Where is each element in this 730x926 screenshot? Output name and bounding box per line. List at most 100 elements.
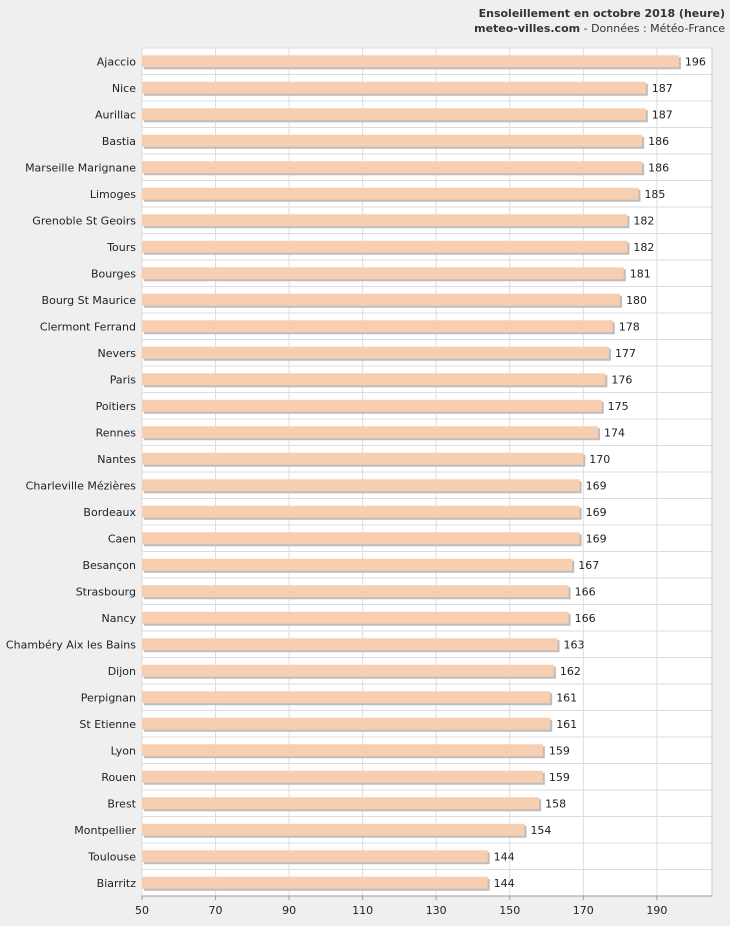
bar xyxy=(142,187,639,200)
value-label: 196 xyxy=(685,55,706,68)
category-label: Tours xyxy=(106,241,136,254)
bar xyxy=(142,346,610,359)
bar xyxy=(142,479,580,492)
value-label: 167 xyxy=(578,559,599,572)
category-label: Grenoble St Geoirs xyxy=(32,214,136,227)
bar xyxy=(142,293,621,306)
gridlines xyxy=(141,47,712,897)
category-label: Nice xyxy=(112,82,136,95)
value-label: 166 xyxy=(575,612,596,625)
value-label: 182 xyxy=(633,214,654,227)
bar xyxy=(142,850,488,863)
bar xyxy=(142,55,679,68)
value-label: 161 xyxy=(556,691,577,704)
value-label: 178 xyxy=(619,320,640,333)
bar xyxy=(142,81,646,94)
bars: Ajaccio 196 Nice 187 Aurillac 187 Bastia 186 Mar… xyxy=(6,55,706,891)
category-label: Nantes xyxy=(97,453,136,466)
category-label: Biarritz xyxy=(97,877,137,890)
value-label: 159 xyxy=(549,744,570,757)
bar xyxy=(142,558,573,571)
source-credit: - Données : Météo-France xyxy=(580,22,725,35)
value-label: 154 xyxy=(530,824,551,837)
category-label: Nevers xyxy=(97,347,136,360)
bar xyxy=(142,505,580,518)
category-label: Bordeaux xyxy=(83,506,136,519)
x-tick-label: 90 xyxy=(282,904,296,917)
bar xyxy=(142,452,584,465)
bar xyxy=(142,611,569,624)
category-label: Lyon xyxy=(111,744,136,757)
x-tick-label: 110 xyxy=(352,904,373,917)
value-label: 159 xyxy=(549,771,570,784)
bar xyxy=(142,664,554,677)
bar xyxy=(142,585,569,598)
category-label: Poitiers xyxy=(96,400,137,413)
bar xyxy=(142,876,488,889)
value-label: 169 xyxy=(586,506,607,519)
x-tick-label: 70 xyxy=(209,904,223,917)
category-label: Bourg St Maurice xyxy=(42,294,137,307)
bar xyxy=(142,320,613,333)
x-axis: 50 70 90 110 130 150 170 190 xyxy=(135,895,712,917)
category-label: Montpellier xyxy=(74,824,136,837)
category-label: Perpignan xyxy=(81,691,136,704)
value-label: 186 xyxy=(648,161,669,174)
value-label: 158 xyxy=(545,797,566,810)
category-label: St Etienne xyxy=(79,718,136,731)
chart-title: Ensoleillement en octobre 2018 (heure) xyxy=(479,7,725,20)
category-label: Rennes xyxy=(96,426,137,439)
value-label: 163 xyxy=(564,638,585,651)
value-label: 169 xyxy=(586,532,607,545)
category-label: Limoges xyxy=(90,188,136,201)
category-label: Charleville Mézières xyxy=(26,479,137,492)
chart-source: meteo-villes.com - Données : Météo-Franc… xyxy=(474,22,725,35)
bar xyxy=(142,638,558,651)
value-label: 170 xyxy=(589,453,610,466)
x-tick-label: 50 xyxy=(135,904,149,917)
category-label: Ajaccio xyxy=(97,55,136,68)
x-tick-label: 130 xyxy=(426,904,447,917)
bar xyxy=(142,797,540,810)
value-label: 181 xyxy=(630,267,651,280)
x-tick-label: 190 xyxy=(646,904,667,917)
value-label: 166 xyxy=(575,585,596,598)
value-label: 175 xyxy=(608,400,629,413)
bar xyxy=(142,240,628,253)
category-label: Toulouse xyxy=(87,850,136,863)
bar xyxy=(142,267,624,280)
category-label: Clermont Ferrand xyxy=(40,320,136,333)
value-label: 186 xyxy=(648,135,669,148)
value-label: 177 xyxy=(615,347,636,360)
bar xyxy=(142,214,628,227)
bar xyxy=(142,134,643,147)
bar xyxy=(142,532,580,545)
bar xyxy=(142,744,543,757)
bar xyxy=(142,108,646,121)
bar xyxy=(142,399,602,412)
value-label: 187 xyxy=(652,108,673,121)
source-site: meteo-villes.com xyxy=(474,22,580,35)
bar xyxy=(142,373,606,386)
category-label: Marseille Marignane xyxy=(25,161,136,174)
value-label: 161 xyxy=(556,718,577,731)
value-label: 162 xyxy=(560,665,581,678)
value-label: 144 xyxy=(494,850,515,863)
bar xyxy=(142,426,598,439)
x-tick-label: 150 xyxy=(499,904,520,917)
category-label: Bourges xyxy=(91,267,136,280)
category-label: Aurillac xyxy=(95,108,136,121)
bar xyxy=(142,717,551,730)
value-label: 176 xyxy=(611,373,632,386)
category-label: Caen xyxy=(108,532,136,545)
category-label: Rouen xyxy=(101,771,136,784)
category-label: Dijon xyxy=(108,665,136,678)
value-label: 182 xyxy=(633,241,654,254)
bar xyxy=(142,161,643,174)
value-label: 169 xyxy=(586,479,607,492)
value-label: 144 xyxy=(494,877,515,890)
category-label: Bastia xyxy=(102,135,136,148)
value-label: 180 xyxy=(626,294,647,307)
category-label: Chambéry Aix les Bains xyxy=(6,638,136,651)
